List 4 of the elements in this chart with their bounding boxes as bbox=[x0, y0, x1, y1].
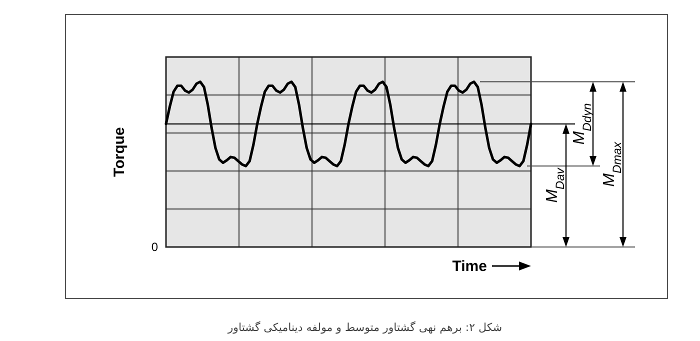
text: شکل ۲: برهم نهی گشتاور متوسط و مولفه دینامیکی گشتاور bbox=[226, 321, 502, 334]
text: 0 bbox=[151, 240, 158, 254]
x-axis-title: Time bbox=[452, 258, 487, 275]
y-axis-title: Torque bbox=[111, 127, 128, 177]
